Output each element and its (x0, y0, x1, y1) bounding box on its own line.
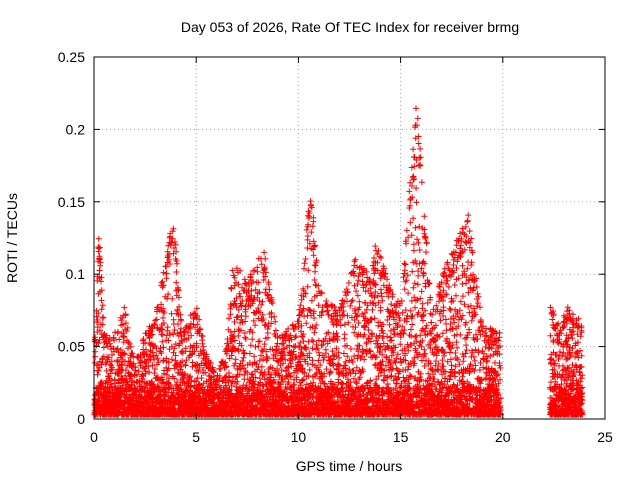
chart-title: Day 053 of 2026, Rate Of TEC Index for r… (181, 19, 519, 35)
y-tick-label: 0.1 (66, 266, 86, 282)
grid (94, 57, 605, 419)
y-tick-label: 0.2 (66, 121, 86, 137)
y-tick-label: 0.15 (58, 194, 85, 210)
x-tick-label: 20 (495, 429, 511, 445)
x-tick-label: 25 (597, 429, 613, 445)
x-tick-label: 10 (291, 429, 307, 445)
axis-ticks: 0 5 10 15 20 25 0 0.05 0.1 0.15 0.2 0.25 (58, 49, 613, 445)
x-tick-label: 0 (90, 429, 98, 445)
data-points (91, 105, 586, 418)
x-tick-label: 15 (393, 429, 409, 445)
y-axis-label: ROTI / TECUs (4, 193, 20, 283)
x-axis-label: GPS time / hours (296, 458, 403, 474)
y-tick-label: 0.25 (58, 49, 85, 65)
roti-point-markers (91, 105, 586, 418)
plot-frame (93, 56, 606, 420)
y-tick-label: 0.05 (58, 339, 85, 355)
y-tick-label: 0 (77, 411, 85, 427)
x-tick-label: 5 (192, 429, 200, 445)
